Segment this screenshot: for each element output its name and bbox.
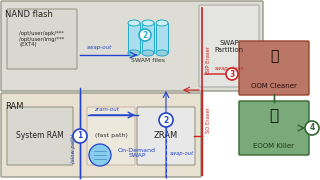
Text: /opt/user/apk/***
/opt/user/img/***
(EXT4): /opt/user/apk/*** /opt/user/img/*** (EXT… xyxy=(20,31,65,47)
FancyBboxPatch shape xyxy=(137,107,195,165)
FancyBboxPatch shape xyxy=(199,5,259,87)
Ellipse shape xyxy=(156,50,168,56)
Ellipse shape xyxy=(142,50,154,56)
Ellipse shape xyxy=(128,20,140,26)
Text: SWAP
Partition: SWAP Partition xyxy=(214,39,244,53)
FancyBboxPatch shape xyxy=(1,93,201,177)
FancyBboxPatch shape xyxy=(239,41,309,95)
Text: 🔫: 🔫 xyxy=(269,109,279,123)
FancyBboxPatch shape xyxy=(7,9,77,69)
Bar xyxy=(156,23,168,53)
Text: System RAM: System RAM xyxy=(16,132,64,141)
FancyBboxPatch shape xyxy=(239,101,309,155)
Text: OOM Cleaner: OOM Cleaner xyxy=(251,83,297,89)
Circle shape xyxy=(305,121,319,135)
Text: 2: 2 xyxy=(164,116,169,125)
Circle shape xyxy=(139,29,151,41)
Text: ISIP Eraser: ISIP Eraser xyxy=(206,46,211,74)
Text: swap-out: swap-out xyxy=(87,45,113,50)
Ellipse shape xyxy=(142,20,154,26)
Text: SO Eraser: SO Eraser xyxy=(206,107,211,133)
FancyBboxPatch shape xyxy=(7,107,73,165)
FancyBboxPatch shape xyxy=(87,107,135,165)
Text: 4: 4 xyxy=(309,123,315,132)
Text: ZRAM: ZRAM xyxy=(154,132,178,141)
Text: NAND flash: NAND flash xyxy=(5,10,53,19)
Circle shape xyxy=(226,68,238,80)
Text: EOOM Killer: EOOM Killer xyxy=(253,143,294,149)
Text: SWAM files: SWAM files xyxy=(131,58,165,63)
Circle shape xyxy=(73,129,87,143)
Ellipse shape xyxy=(156,20,168,26)
Text: On-Demand
SWAP: On-Demand SWAP xyxy=(118,148,156,158)
Bar xyxy=(142,23,154,53)
Text: (slow path): (slow path) xyxy=(71,133,76,163)
Text: 2: 2 xyxy=(142,30,148,39)
Circle shape xyxy=(89,144,111,166)
Text: 1: 1 xyxy=(77,132,83,141)
Text: swap-out: swap-out xyxy=(170,151,194,156)
Text: 🧹: 🧹 xyxy=(270,49,278,63)
Text: zram-out: zram-out xyxy=(93,107,118,112)
Ellipse shape xyxy=(128,50,140,56)
Text: RAM: RAM xyxy=(5,102,23,111)
Text: (fast path): (fast path) xyxy=(95,134,127,138)
Text: 3: 3 xyxy=(229,69,235,78)
Text: swap-clean: swap-clean xyxy=(215,66,245,71)
Circle shape xyxy=(159,113,173,127)
Bar xyxy=(128,23,140,53)
FancyBboxPatch shape xyxy=(1,1,263,91)
